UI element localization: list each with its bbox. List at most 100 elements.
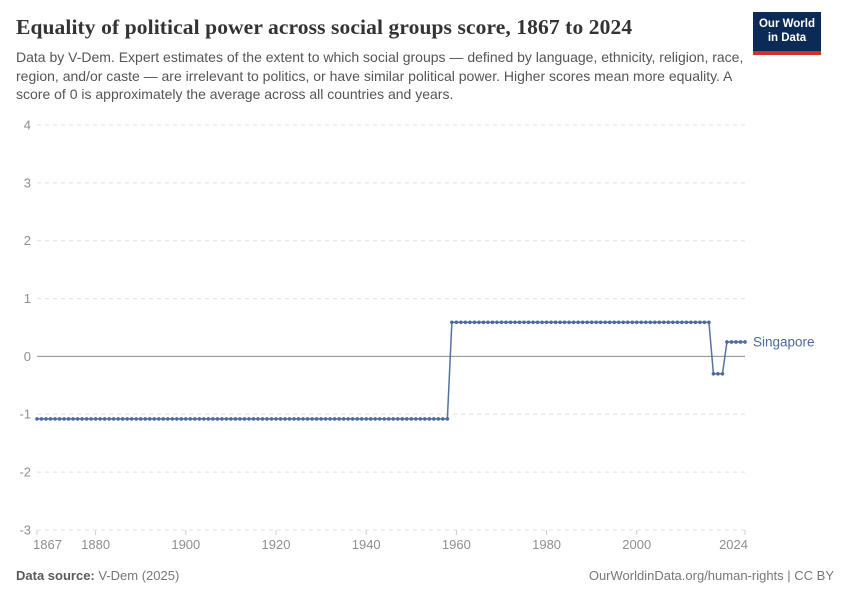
series-marker bbox=[53, 417, 57, 421]
series-marker bbox=[707, 320, 711, 325]
series-marker bbox=[675, 320, 680, 325]
chart-footer: Data source: V-Dem (2025) OurWorldinData… bbox=[16, 568, 834, 583]
series-marker bbox=[738, 340, 743, 344]
series-marker bbox=[720, 371, 725, 376]
series-marker bbox=[206, 417, 211, 421]
series-marker bbox=[711, 371, 716, 376]
y-axis-tick-label: 3 bbox=[24, 175, 31, 190]
y-axis-tick-label: -3 bbox=[19, 522, 31, 537]
series-marker bbox=[391, 417, 396, 421]
series-marker bbox=[116, 417, 120, 421]
series-marker bbox=[89, 417, 93, 421]
series-marker bbox=[432, 417, 436, 421]
series-marker bbox=[418, 417, 423, 421]
series-marker bbox=[238, 417, 242, 421]
series-marker bbox=[634, 320, 639, 325]
series-marker bbox=[571, 320, 576, 325]
series-marker bbox=[44, 417, 48, 421]
series-marker bbox=[134, 417, 139, 421]
series-marker bbox=[409, 417, 414, 421]
series-label-singapore[interactable]: Singapore bbox=[753, 335, 815, 350]
x-axis-tick-label: 1940 bbox=[352, 537, 381, 552]
series-marker bbox=[463, 320, 468, 325]
series-marker bbox=[544, 320, 549, 325]
series-marker bbox=[193, 417, 197, 421]
chart-title: Equality of political power across socia… bbox=[16, 15, 633, 39]
series-marker bbox=[517, 320, 522, 325]
y-axis-tick-label: -2 bbox=[19, 465, 31, 480]
owid-logo-line1: Our World bbox=[758, 18, 815, 30]
x-axis-tick-label: 1960 bbox=[442, 537, 471, 552]
series-marker bbox=[386, 417, 391, 421]
series-marker bbox=[377, 417, 382, 421]
series-marker bbox=[454, 320, 459, 325]
series-marker bbox=[71, 417, 75, 421]
x-axis-tick-label: 1980 bbox=[532, 537, 561, 552]
series-marker bbox=[319, 417, 323, 421]
series-marker bbox=[567, 320, 571, 325]
series-marker bbox=[202, 417, 206, 421]
series-marker bbox=[540, 320, 544, 325]
series-marker bbox=[350, 417, 355, 421]
series-marker bbox=[229, 417, 233, 421]
y-axis-tick-label: 4 bbox=[24, 117, 31, 132]
series-marker bbox=[215, 417, 220, 421]
series-marker bbox=[743, 340, 747, 344]
series-marker bbox=[152, 417, 157, 421]
series-marker bbox=[562, 320, 567, 325]
series-marker bbox=[513, 320, 517, 325]
series-marker bbox=[729, 340, 734, 344]
series-marker bbox=[368, 417, 373, 421]
series-marker bbox=[143, 417, 148, 421]
series-marker bbox=[75, 417, 80, 421]
y-axis-tick-label: 1 bbox=[24, 291, 31, 306]
series-marker bbox=[224, 417, 229, 421]
series-marker bbox=[643, 320, 648, 325]
series-marker bbox=[188, 417, 193, 421]
series-marker bbox=[445, 417, 450, 421]
series-marker bbox=[305, 417, 310, 421]
series-marker bbox=[499, 320, 504, 325]
series-marker bbox=[283, 417, 287, 421]
series-marker bbox=[625, 320, 630, 325]
series-marker bbox=[310, 417, 314, 421]
series-marker bbox=[364, 417, 369, 421]
series-line-singapore[interactable] bbox=[37, 321, 745, 420]
series-marker bbox=[558, 320, 562, 325]
series-marker bbox=[549, 320, 553, 325]
series-marker bbox=[648, 320, 653, 325]
series-marker bbox=[269, 417, 274, 421]
series-marker bbox=[355, 417, 359, 421]
owid-logo[interactable]: Our World in Data bbox=[753, 12, 821, 55]
series-marker bbox=[314, 417, 319, 421]
x-axis-tick-label: 1880 bbox=[81, 537, 110, 552]
x-axis-tick-label: 2024 bbox=[719, 537, 748, 552]
series-marker bbox=[35, 417, 39, 421]
series-marker bbox=[427, 417, 432, 421]
data-source: Data source: V-Dem (2025) bbox=[16, 568, 179, 583]
series-marker bbox=[301, 417, 305, 421]
series-marker bbox=[621, 320, 626, 325]
series-marker bbox=[341, 417, 346, 421]
chart-canvas[interactable]: -3 -2 -1 0 1 2 3 4 1867 1880 1900 1920 1940 1960 1980 2… bbox=[0, 108, 850, 570]
series-marker bbox=[553, 320, 558, 325]
series-marker bbox=[441, 417, 445, 421]
series-marker bbox=[612, 320, 617, 325]
series-marker bbox=[630, 320, 635, 325]
series-marker bbox=[292, 417, 296, 421]
series-marker bbox=[129, 417, 134, 421]
series-marker bbox=[585, 320, 589, 325]
owid-url-link[interactable]: OurWorldinData.org/human-rights | CC BY bbox=[588, 568, 834, 583]
series-marker bbox=[616, 320, 621, 325]
series-marker bbox=[161, 417, 166, 421]
series-marker bbox=[689, 320, 693, 325]
series-marker bbox=[93, 417, 98, 421]
series-marker bbox=[84, 417, 89, 421]
series-marker bbox=[256, 417, 260, 421]
series-marker bbox=[459, 320, 463, 325]
series-marker bbox=[526, 320, 531, 325]
series-marker bbox=[265, 417, 269, 421]
series-marker bbox=[607, 320, 612, 325]
series-marker bbox=[260, 417, 265, 421]
x-axis-tick-label: 1900 bbox=[171, 537, 200, 552]
